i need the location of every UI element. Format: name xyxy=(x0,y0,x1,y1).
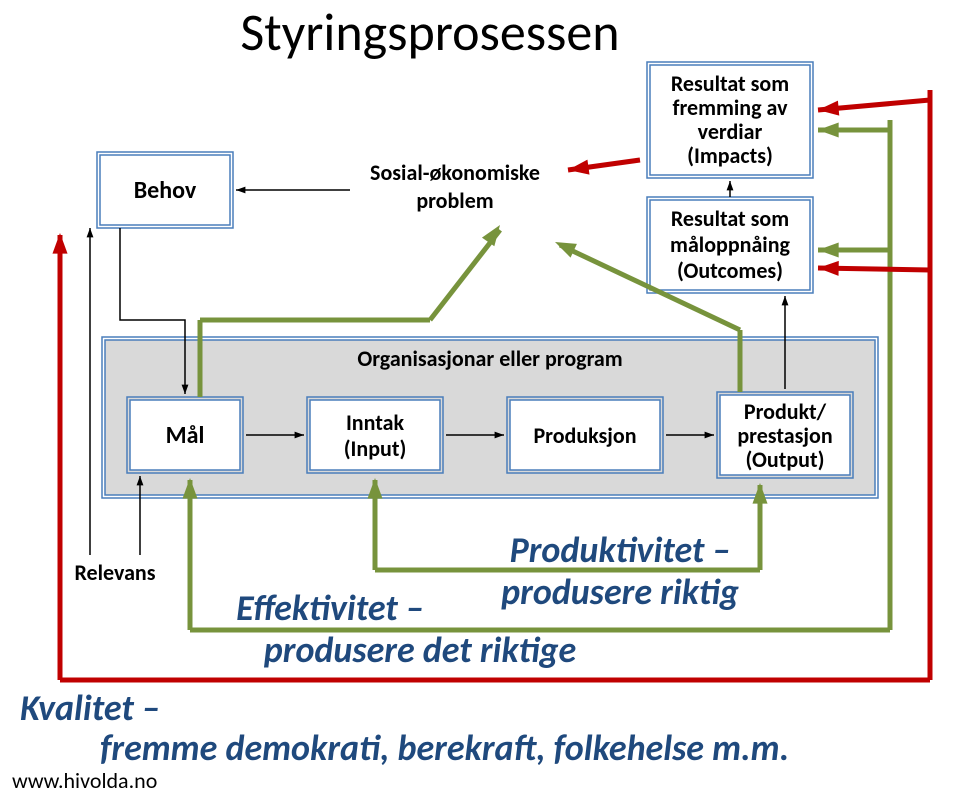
output-l2: prestasjon xyxy=(737,422,832,449)
kvalitet-l1: Kvalitet – xyxy=(20,686,160,730)
footer: www.hivolda.no xyxy=(12,767,157,792)
impacts-l3: verdiar xyxy=(698,118,763,145)
outcomes-l3: (Outcomes) xyxy=(677,257,783,284)
arrowhead xyxy=(87,228,94,237)
produktivitet-l1: Produktivitet – xyxy=(510,528,731,572)
arrowhead xyxy=(555,242,577,258)
arrowhead xyxy=(236,187,245,194)
impacts-l2: fremming av xyxy=(673,94,789,121)
output-l3: (Output) xyxy=(746,446,825,473)
problem-l2: problem xyxy=(416,187,493,214)
arrowhead xyxy=(782,296,789,305)
arrowhead xyxy=(727,181,734,190)
inntak-l2: (Input) xyxy=(344,435,407,462)
arrowhead xyxy=(818,242,839,257)
problem-l1: Sosial-økonomiske xyxy=(370,159,540,186)
behov-label: Behov xyxy=(134,176,197,205)
inntak-l1: Inntak xyxy=(346,409,405,436)
effektivitet-l1: Effektivitet – xyxy=(236,586,424,630)
olive-mal-up-d xyxy=(430,230,500,320)
title: Styringsprosessen xyxy=(240,0,619,64)
output-l1: Produkt/ xyxy=(744,398,827,425)
impacts-l1: Resultat som xyxy=(671,70,789,97)
relevans-label: Relevans xyxy=(74,559,155,586)
impacts-l4: (Impacts) xyxy=(687,142,773,169)
program-label: Organisasjonar eller program xyxy=(357,345,622,372)
outcomes-l1: Resultat som xyxy=(671,205,789,232)
mal-label: Mål xyxy=(166,421,205,450)
arrowhead xyxy=(818,261,839,276)
outcomes-l2: måloppnåing xyxy=(670,231,790,258)
produksjon-label: Produksjon xyxy=(533,422,636,449)
kvalitet-l2: fremme demokrati, berekraft, folkehelse … xyxy=(100,726,789,770)
arrowhead xyxy=(52,233,67,254)
arrowhead xyxy=(818,122,839,137)
effektivitet-l2: produsere det riktige xyxy=(264,628,576,672)
produktivitet-l2: produsere riktig xyxy=(501,570,739,614)
